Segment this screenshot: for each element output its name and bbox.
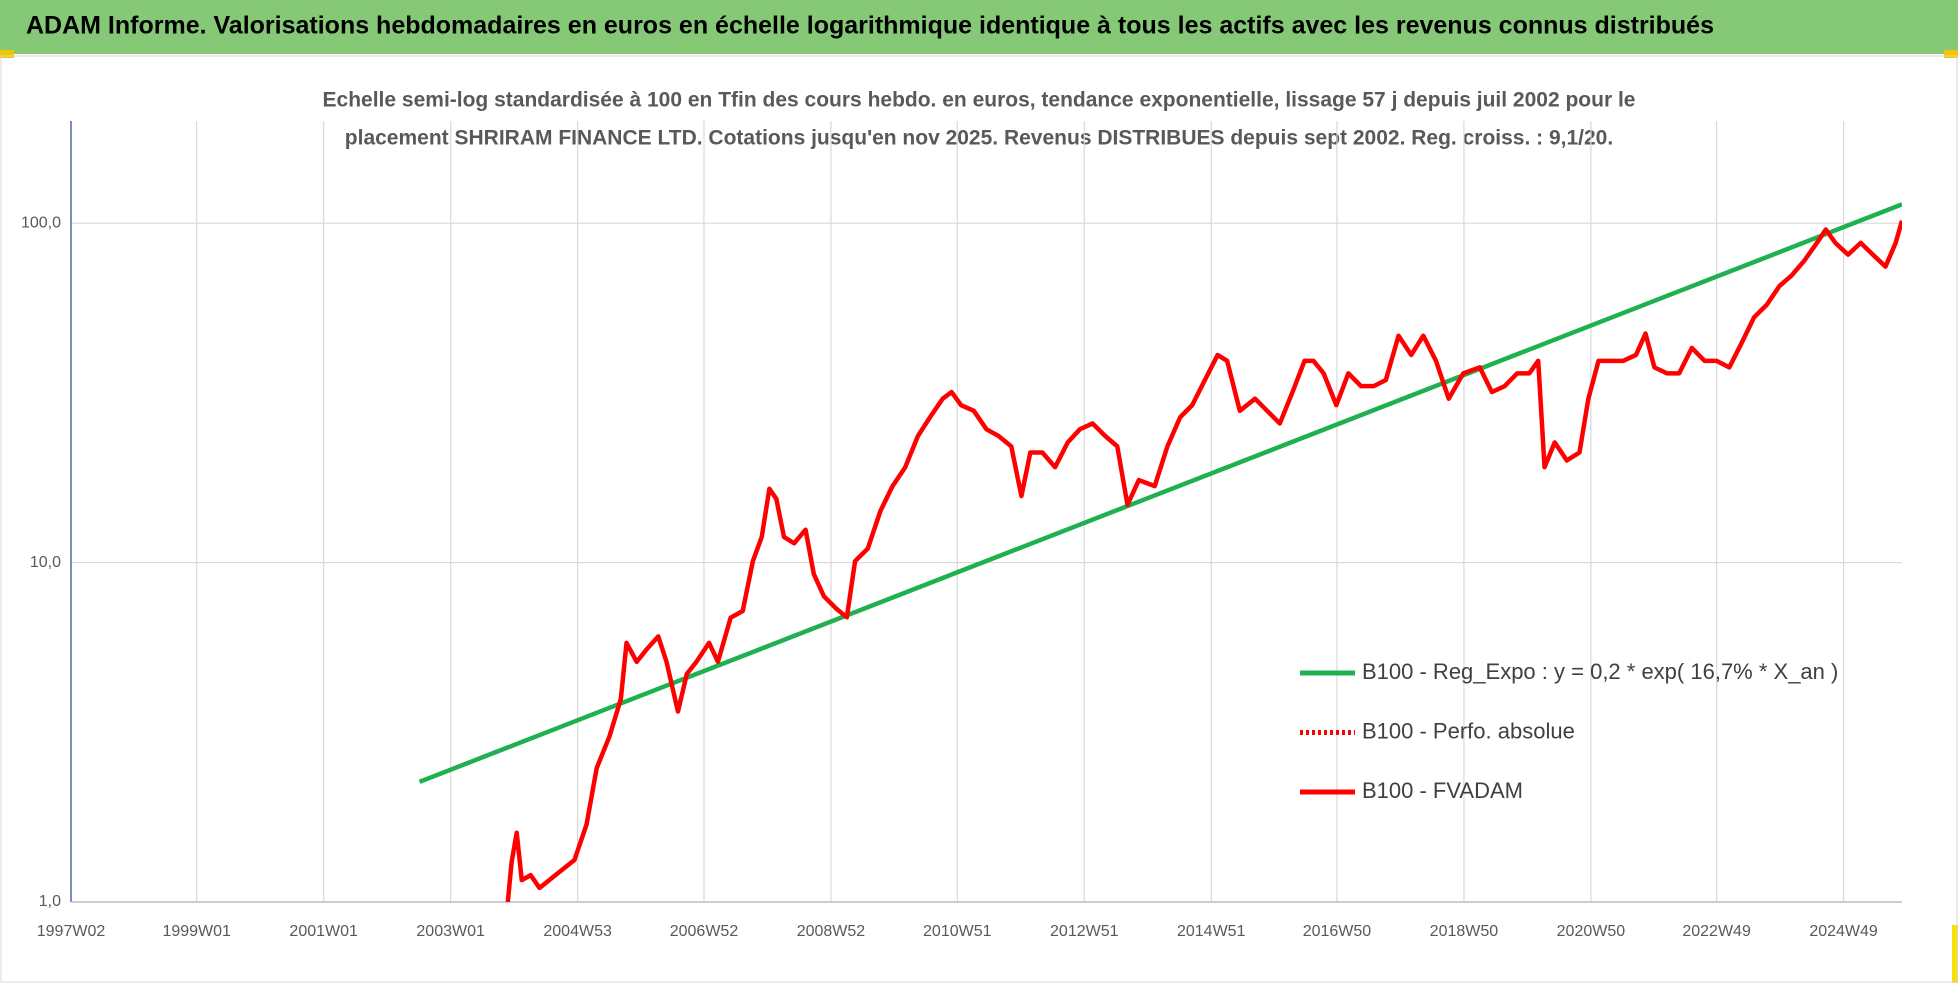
chart-subtitle: placement SHRIRAM FINANCE LTD. Cotations… — [345, 127, 1613, 150]
x-tick-label: 2001W01 — [289, 923, 358, 940]
x-tick-label: 2018W50 — [1430, 923, 1499, 940]
series-line — [505, 220, 1902, 902]
header-band — [0, 0, 1958, 54]
x-tick-label: 1997W02 — [37, 923, 106, 940]
legend-label: B100 - Perfo. absolue — [1362, 718, 1575, 743]
y-tick-label: 100,0 — [21, 214, 61, 231]
x-tick-label: 2012W51 — [1050, 923, 1119, 940]
x-tick-label: 2008W52 — [797, 923, 866, 940]
x-tick-label: 2006W52 — [670, 923, 739, 940]
x-tick-label: 1999W01 — [162, 923, 231, 940]
banner-title: ADAM Informe. Valorisations hebdomadaire… — [26, 12, 1714, 40]
corner-mark — [0, 50, 14, 58]
legend-label: B100 - Reg_Expo : y = 0,2 * exp( 16,7% *… — [1362, 659, 1838, 684]
x-tick-label: 2010W51 — [923, 923, 992, 940]
y-tick-label: 1,0 — [39, 893, 61, 910]
x-tick-label: 2020W50 — [1557, 923, 1626, 940]
series-line — [418, 202, 1902, 784]
x-tick-label: 2014W51 — [1177, 923, 1246, 940]
y-tick-label: 10,0 — [30, 554, 61, 571]
x-tick-label: 2003W01 — [416, 923, 485, 940]
x-tick-label: 2024W49 — [1809, 923, 1878, 940]
corner-mark — [1944, 50, 1958, 58]
corner-mark — [1952, 925, 1958, 983]
chart-subtitle: Echelle semi-log standardisée à 100 en T… — [323, 89, 1636, 112]
legend-label: B100 - FVADAM — [1362, 778, 1523, 803]
x-tick-label: 2022W49 — [1682, 923, 1751, 940]
x-tick-label: 2004W53 — [543, 923, 612, 940]
chart-frame — [0, 55, 1958, 983]
x-tick-label: 2016W50 — [1303, 923, 1372, 940]
